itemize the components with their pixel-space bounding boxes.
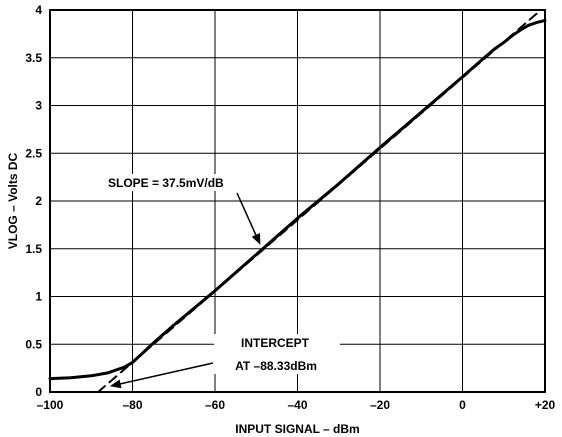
x-tick-label: –80 bbox=[122, 398, 142, 412]
intercept-annotation-line-1: INTERCEPT bbox=[241, 336, 310, 350]
y-tick-label: 4 bbox=[35, 3, 42, 17]
slope-annotation-background bbox=[104, 174, 244, 191]
y-tick-label: 3 bbox=[35, 99, 42, 113]
intercept-arrow-head bbox=[109, 379, 122, 389]
y-tick-label: 2.5 bbox=[25, 146, 42, 160]
x-axis-title: INPUT SIGNAL – dBm bbox=[235, 422, 359, 436]
slope-arrow-line bbox=[236, 192, 257, 236]
y-tick-label: 2 bbox=[35, 194, 42, 208]
y-tick-label: 0.5 bbox=[25, 337, 42, 351]
y-axis-title: VLOG – Volts DC bbox=[6, 152, 20, 249]
x-tick-label: –60 bbox=[205, 398, 225, 412]
x-tick-label: +20 bbox=[535, 398, 556, 412]
y-tick-label: 0 bbox=[35, 385, 42, 399]
intercept-annotation-line-2: AT –88.33dBm bbox=[235, 359, 317, 373]
y-tick-label: 1 bbox=[35, 290, 42, 304]
slope-arrow-head bbox=[251, 233, 261, 245]
intercept-annotation-background bbox=[214, 334, 340, 374]
x-tick-label: –20 bbox=[370, 398, 390, 412]
x-tick-label: –100 bbox=[37, 398, 64, 412]
x-tick-label: 0 bbox=[459, 398, 466, 412]
intercept-arrow-line bbox=[120, 362, 214, 385]
y-tick-label: 1.5 bbox=[25, 242, 42, 256]
series-ideal-line bbox=[97, 9, 542, 393]
plot-frame bbox=[49, 9, 546, 393]
slope-annotation: SLOPE = 37.5mV/dB bbox=[108, 176, 224, 190]
y-tick-label: 3.5 bbox=[25, 51, 42, 65]
x-tick-label: –40 bbox=[287, 398, 307, 412]
series-layer bbox=[48, 9, 547, 393]
ticks: –100 –80 –60 –40 –20 0 +20 0 0.5 1 1.5 2 2.5 3 3.5 4 bbox=[25, 3, 555, 412]
